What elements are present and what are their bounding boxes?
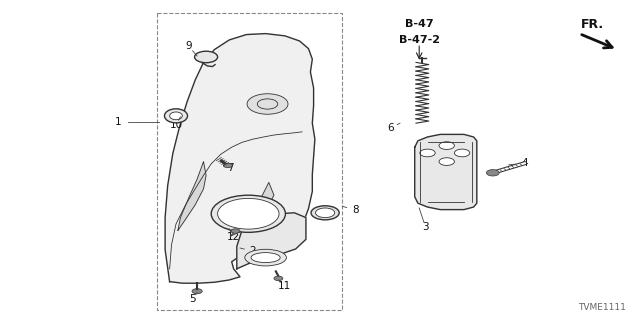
Text: 12: 12 [227, 232, 240, 242]
Circle shape [439, 158, 454, 165]
Circle shape [454, 149, 470, 157]
Ellipse shape [244, 249, 287, 266]
Text: 4: 4 [522, 158, 528, 168]
Text: 9: 9 [186, 41, 192, 52]
Polygon shape [165, 34, 315, 283]
Text: 5: 5 [189, 294, 195, 304]
Text: 10: 10 [170, 120, 182, 130]
Circle shape [195, 51, 218, 63]
Circle shape [218, 198, 279, 229]
Circle shape [311, 206, 339, 220]
Circle shape [316, 208, 335, 218]
Circle shape [211, 195, 285, 232]
Circle shape [223, 163, 232, 168]
Text: TVME1111: TVME1111 [578, 303, 625, 312]
Circle shape [231, 229, 240, 233]
Circle shape [486, 170, 499, 176]
Text: 8: 8 [352, 204, 358, 215]
Bar [157, 13, 342, 310]
Polygon shape [415, 134, 477, 210]
Text: 2: 2 [250, 246, 256, 256]
Circle shape [247, 94, 288, 114]
Polygon shape [237, 213, 306, 269]
Text: FR.: FR. [580, 18, 604, 30]
Polygon shape [178, 162, 206, 230]
Text: 1: 1 [115, 116, 122, 127]
Circle shape [420, 149, 435, 157]
Text: 7: 7 [227, 163, 234, 173]
Circle shape [439, 142, 454, 149]
Circle shape [192, 289, 202, 294]
Text: B-47-2: B-47-2 [399, 35, 440, 45]
Circle shape [274, 276, 283, 281]
Text: 11: 11 [278, 281, 291, 292]
Text: B-47: B-47 [405, 19, 433, 29]
Ellipse shape [164, 109, 188, 123]
Text: 6: 6 [387, 123, 394, 133]
Ellipse shape [251, 252, 280, 263]
Polygon shape [230, 182, 274, 236]
Ellipse shape [170, 112, 182, 120]
Text: 3: 3 [422, 222, 429, 232]
